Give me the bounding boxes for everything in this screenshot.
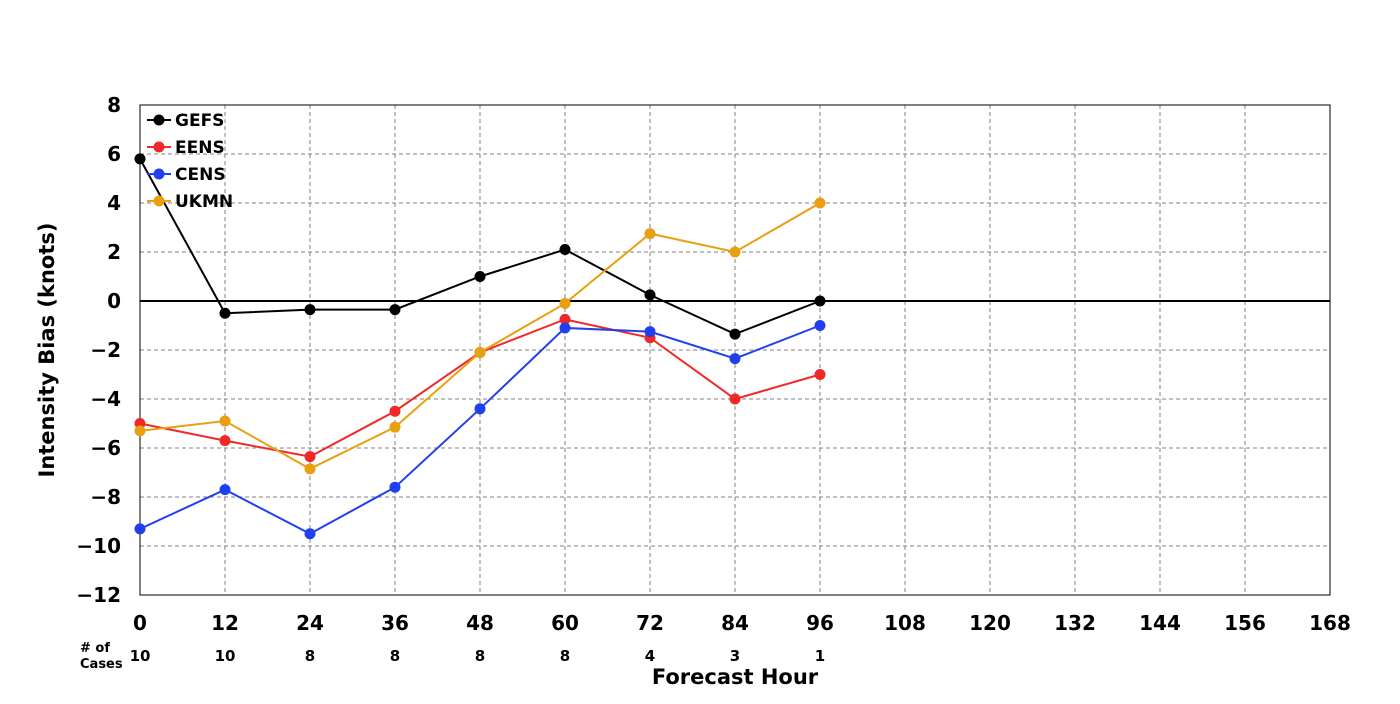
legend-marker	[153, 195, 165, 207]
y-tick-label: 4	[107, 191, 121, 215]
x-tick-labels: 0 12 24 36 48 60 72 84 96 108 120 132 144 156 168	[133, 611, 1351, 635]
x-tick-label: 156	[1224, 611, 1266, 635]
legend-item-ukmn: UKMN	[147, 192, 233, 212]
y-tick-label: −4	[90, 387, 121, 411]
data-point	[389, 481, 401, 493]
data-point	[219, 435, 231, 447]
cases-label-line2: Cases	[80, 657, 123, 672]
y-tick-label: −10	[76, 534, 121, 558]
data-point	[134, 425, 146, 437]
x-tick-label: 36	[381, 611, 409, 635]
data-point	[729, 246, 741, 258]
y-tick-label: 8	[107, 93, 121, 117]
data-point	[814, 320, 826, 331]
case-count: 1	[815, 647, 825, 665]
x-tick-label: 0	[133, 611, 147, 635]
data-point	[389, 421, 401, 433]
y-tick-label: −6	[90, 436, 121, 460]
data-point	[389, 405, 401, 417]
y-tick-label: 2	[107, 240, 121, 264]
y-tick-label: −12	[76, 583, 121, 607]
cases-label-line1: # of	[80, 641, 110, 656]
data-point	[304, 304, 316, 316]
case-count: 8	[475, 647, 485, 665]
data-point	[814, 369, 826, 380]
case-count: 10	[215, 647, 236, 665]
x-tick-label: 96	[806, 611, 834, 635]
y-tick-labels: 8 6 4 2 0 −2 −4 −6 −8 −10 −12	[76, 93, 121, 607]
data-point	[729, 393, 741, 405]
x-tick-label: 108	[884, 611, 926, 635]
legend-label: UKMN	[175, 192, 233, 212]
legend: GEFS EENS CENS UKMN	[147, 111, 233, 212]
x-tick-label: 84	[721, 611, 749, 635]
data-point	[219, 415, 231, 427]
x-tick-label: 132	[1054, 611, 1096, 635]
x-tick-label: 12	[211, 611, 239, 635]
legend-item-eens: EENS	[147, 138, 225, 158]
data-point	[559, 297, 571, 309]
data-point	[729, 328, 741, 340]
series-gefs	[134, 153, 826, 340]
plot-frame	[139, 104, 1331, 596]
data-point	[304, 451, 316, 463]
data-point	[134, 153, 146, 165]
data-point	[474, 271, 486, 282]
x-tick-label: 48	[466, 611, 494, 635]
data-point	[814, 295, 826, 307]
y-tick-label: −2	[90, 338, 121, 362]
cases-row: # of Cases 10 10 8 8 8 8 4 3 1	[80, 641, 825, 672]
legend-item-cens: CENS	[147, 165, 226, 185]
x-tick-label: 24	[296, 611, 324, 635]
case-count: 4	[645, 647, 655, 665]
case-count: 10	[130, 647, 151, 665]
data-point	[559, 313, 571, 325]
case-count: 8	[390, 647, 400, 665]
y-tick-label: 0	[107, 289, 121, 313]
legend-label: EENS	[175, 138, 225, 158]
y-tick-label: −8	[90, 485, 121, 509]
case-count: 8	[305, 647, 315, 665]
data-point	[304, 463, 316, 475]
legend-label: GEFS	[175, 111, 224, 131]
data-point	[389, 304, 401, 316]
legend-marker	[153, 168, 165, 180]
data-point	[304, 528, 316, 540]
series-ukmn	[134, 197, 826, 475]
series-cens	[134, 320, 826, 540]
x-tick-label: 168	[1309, 611, 1351, 635]
data-point	[474, 403, 486, 415]
series-lines	[134, 153, 826, 540]
case-count: 3	[730, 647, 740, 665]
legend-label: CENS	[175, 165, 226, 185]
data-point	[219, 484, 231, 496]
data-point	[219, 307, 231, 319]
data-point	[644, 326, 656, 338]
legend-marker	[153, 141, 165, 153]
data-point	[559, 244, 571, 256]
data-point	[559, 322, 571, 334]
data-point	[644, 289, 656, 301]
data-point	[729, 353, 741, 365]
x-tick-label: 60	[551, 611, 579, 635]
x-tick-label: 72	[636, 611, 664, 635]
case-count: 8	[560, 647, 570, 665]
x-tick-label: 144	[1139, 611, 1181, 635]
x-axis-label: Forecast Hour	[652, 665, 819, 689]
y-axis-label: Intensity Bias (knots)	[35, 223, 59, 478]
y-tick-label: 6	[107, 142, 121, 166]
data-point	[134, 523, 146, 535]
data-point	[814, 197, 826, 209]
x-tick-label: 120	[969, 611, 1011, 635]
data-point	[644, 228, 656, 240]
data-point	[474, 346, 486, 358]
legend-item-gefs: GEFS	[147, 111, 224, 131]
legend-marker	[153, 114, 165, 126]
